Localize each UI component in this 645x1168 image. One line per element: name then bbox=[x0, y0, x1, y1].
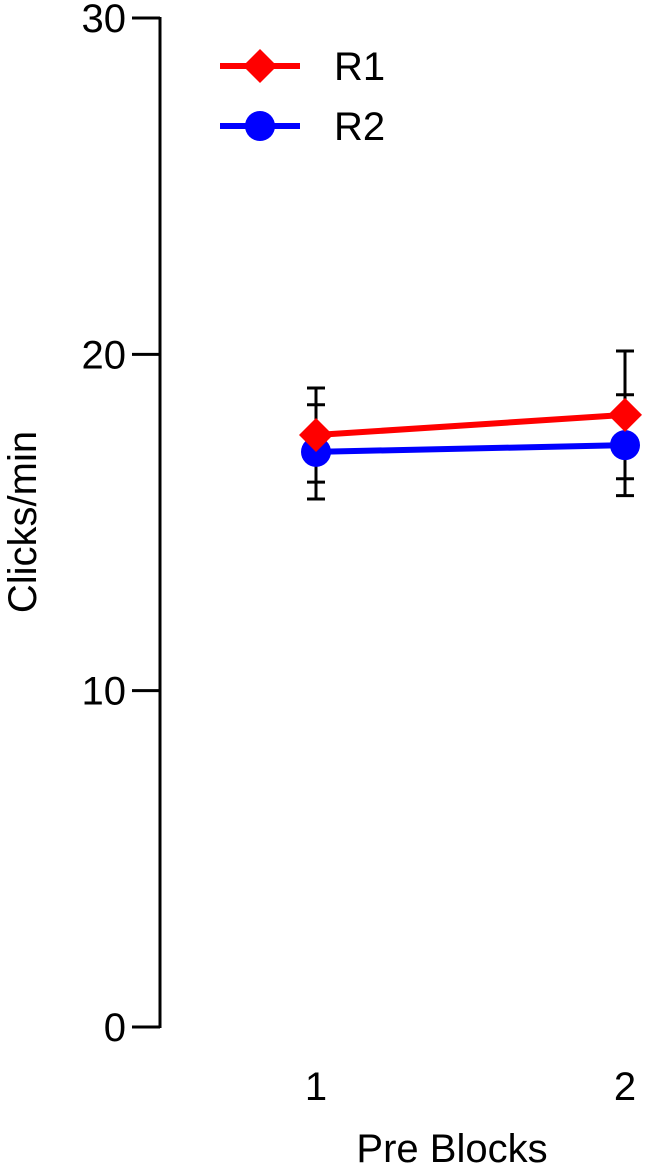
y-tick-label: 20 bbox=[82, 333, 127, 377]
y-tick-label: 10 bbox=[82, 670, 127, 714]
legend-marker-r1 bbox=[243, 49, 277, 83]
series-line-r1 bbox=[315, 411, 626, 439]
series-r1 bbox=[299, 397, 642, 453]
y-tick-label: 0 bbox=[104, 1006, 126, 1050]
x-axis-title: Pre Blocks bbox=[356, 1127, 547, 1168]
legend-label: R1 bbox=[334, 45, 385, 89]
legend-label: R2 bbox=[334, 105, 385, 149]
plot-area bbox=[299, 349, 642, 501]
y-axis: 0 10 20 30 bbox=[82, 0, 162, 1050]
data-point-r2 bbox=[610, 430, 640, 461]
x-tick-label: 1 bbox=[305, 1065, 327, 1109]
series-line-r2 bbox=[315, 442, 626, 455]
legend-item-r2: R2 bbox=[220, 105, 385, 149]
x-tick-label: 2 bbox=[614, 1065, 636, 1109]
data-point-r1 bbox=[608, 397, 642, 432]
legend-item-r1: R1 bbox=[220, 45, 385, 89]
y-tick-label: 30 bbox=[82, 0, 127, 41]
legend-marker-r2 bbox=[245, 111, 275, 141]
data-point-r1 bbox=[299, 418, 333, 453]
y-axis-title: Clicks/min bbox=[1, 431, 45, 613]
